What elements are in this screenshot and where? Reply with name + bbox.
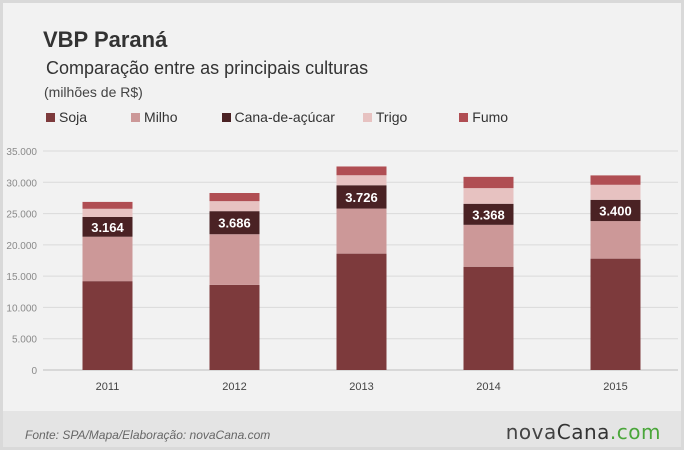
y-tick-label: 20.000 (6, 241, 37, 252)
bar-segment-trigo (336, 175, 387, 186)
bar-segment-milho (336, 208, 387, 254)
legend-item-soja: Soja (46, 109, 87, 125)
legend-label-cana: Cana-de-açúcar (234, 109, 335, 125)
bar-segment-fumo (463, 176, 514, 189)
data-label: 3.368 (472, 207, 505, 222)
bar-segment-soja (336, 253, 387, 370)
novacana-logo: novaCana.com (506, 420, 661, 444)
chart-subtitle: Comparação entre as principais culturas (46, 58, 369, 78)
data-label: 3.400 (599, 203, 632, 218)
bar-segment-trigo (82, 208, 133, 217)
bar-segment-cana (336, 185, 387, 209)
bar-segment-soja (82, 281, 133, 370)
unit-label: (milhões de R$) (44, 84, 143, 100)
legend-label-milho: Milho (144, 109, 178, 125)
legend-label-soja: Soja (59, 109, 88, 125)
bar-segment-cana (82, 216, 133, 237)
bar-segment-milho (590, 221, 641, 259)
y-tick-label: 10.000 (6, 303, 37, 314)
legend-label-fumo: Fumo (472, 109, 509, 125)
legend-label-trigo: Trigo (375, 109, 408, 125)
legend-item-trigo: Trigo (362, 109, 408, 125)
x-tick-label: 2012 (222, 381, 246, 393)
bar-segment-soja (590, 258, 641, 370)
bar-segment-soja (209, 284, 260, 370)
x-tick-label: 2014 (476, 381, 500, 393)
bar-segment-fumo (209, 193, 260, 202)
legend-swatch-soja (46, 112, 55, 122)
legend: Soja Milho Cana-de-açúcar Trigo Fumo (46, 109, 536, 125)
bar-segment-milho (463, 224, 514, 267)
bar-segment-fumo (590, 175, 641, 185)
bar-segment-soja (463, 266, 514, 370)
legend-item-fumo: Fumo (459, 109, 508, 125)
chart-title: VBP Paraná (43, 27, 168, 52)
data-label: 3.726 (345, 190, 378, 205)
data-label: 3.164 (91, 220, 124, 235)
y-tick-label: 0 (31, 366, 37, 377)
x-tick-label: 2011 (96, 381, 120, 393)
legend-swatch-milho (131, 112, 141, 122)
x-tick-label: 2015 (603, 381, 627, 393)
bar-segment-cana (590, 199, 641, 222)
legend-item-milho: Milho (131, 109, 178, 125)
chart-card: VBP Paraná Comparação entre as principai… (3, 3, 681, 447)
x-tick-label: 2013 (349, 381, 373, 393)
logo-com-text: .com (609, 420, 661, 444)
bar-segment-cana (463, 203, 514, 225)
y-tick-label: 15.000 (6, 272, 37, 283)
y-tick-label: 25.000 (6, 210, 37, 221)
bar-segment-fumo (82, 201, 133, 209)
stacked-bar-chart: 0 5.000 10.000 15.000 20.000 25.000 30.000 35.0… (6, 147, 678, 393)
bar-segment-milho (82, 236, 133, 282)
legend-item-cana: Cana-de-açúcar (221, 109, 335, 125)
footer: Fonte: SPA/Mapa/Elaboração: novaCana.com… (3, 411, 681, 447)
bar-segment-cana (209, 211, 260, 235)
bar-segment-fumo (336, 166, 387, 176)
bar-segment-milho (209, 234, 260, 285)
source-note: Fonte: SPA/Mapa/Elaboração: novaCana.com (25, 428, 271, 442)
legend-swatch-fumo (459, 112, 469, 122)
y-tick-label: 5.000 (12, 335, 37, 346)
y-tick-label: 30.000 (6, 178, 37, 189)
logo-nova-text: nova (505, 420, 557, 444)
bar-segment-trigo (463, 188, 514, 204)
legend-swatch-cana (221, 112, 231, 122)
legend-swatch-trigo (362, 112, 372, 122)
bar-segment-trigo (590, 184, 641, 200)
logo-cana-text: Cana (556, 420, 610, 444)
data-label: 3.686 (218, 216, 251, 231)
y-tick-label: 35.000 (6, 147, 37, 158)
bar-segment-trigo (209, 201, 260, 212)
